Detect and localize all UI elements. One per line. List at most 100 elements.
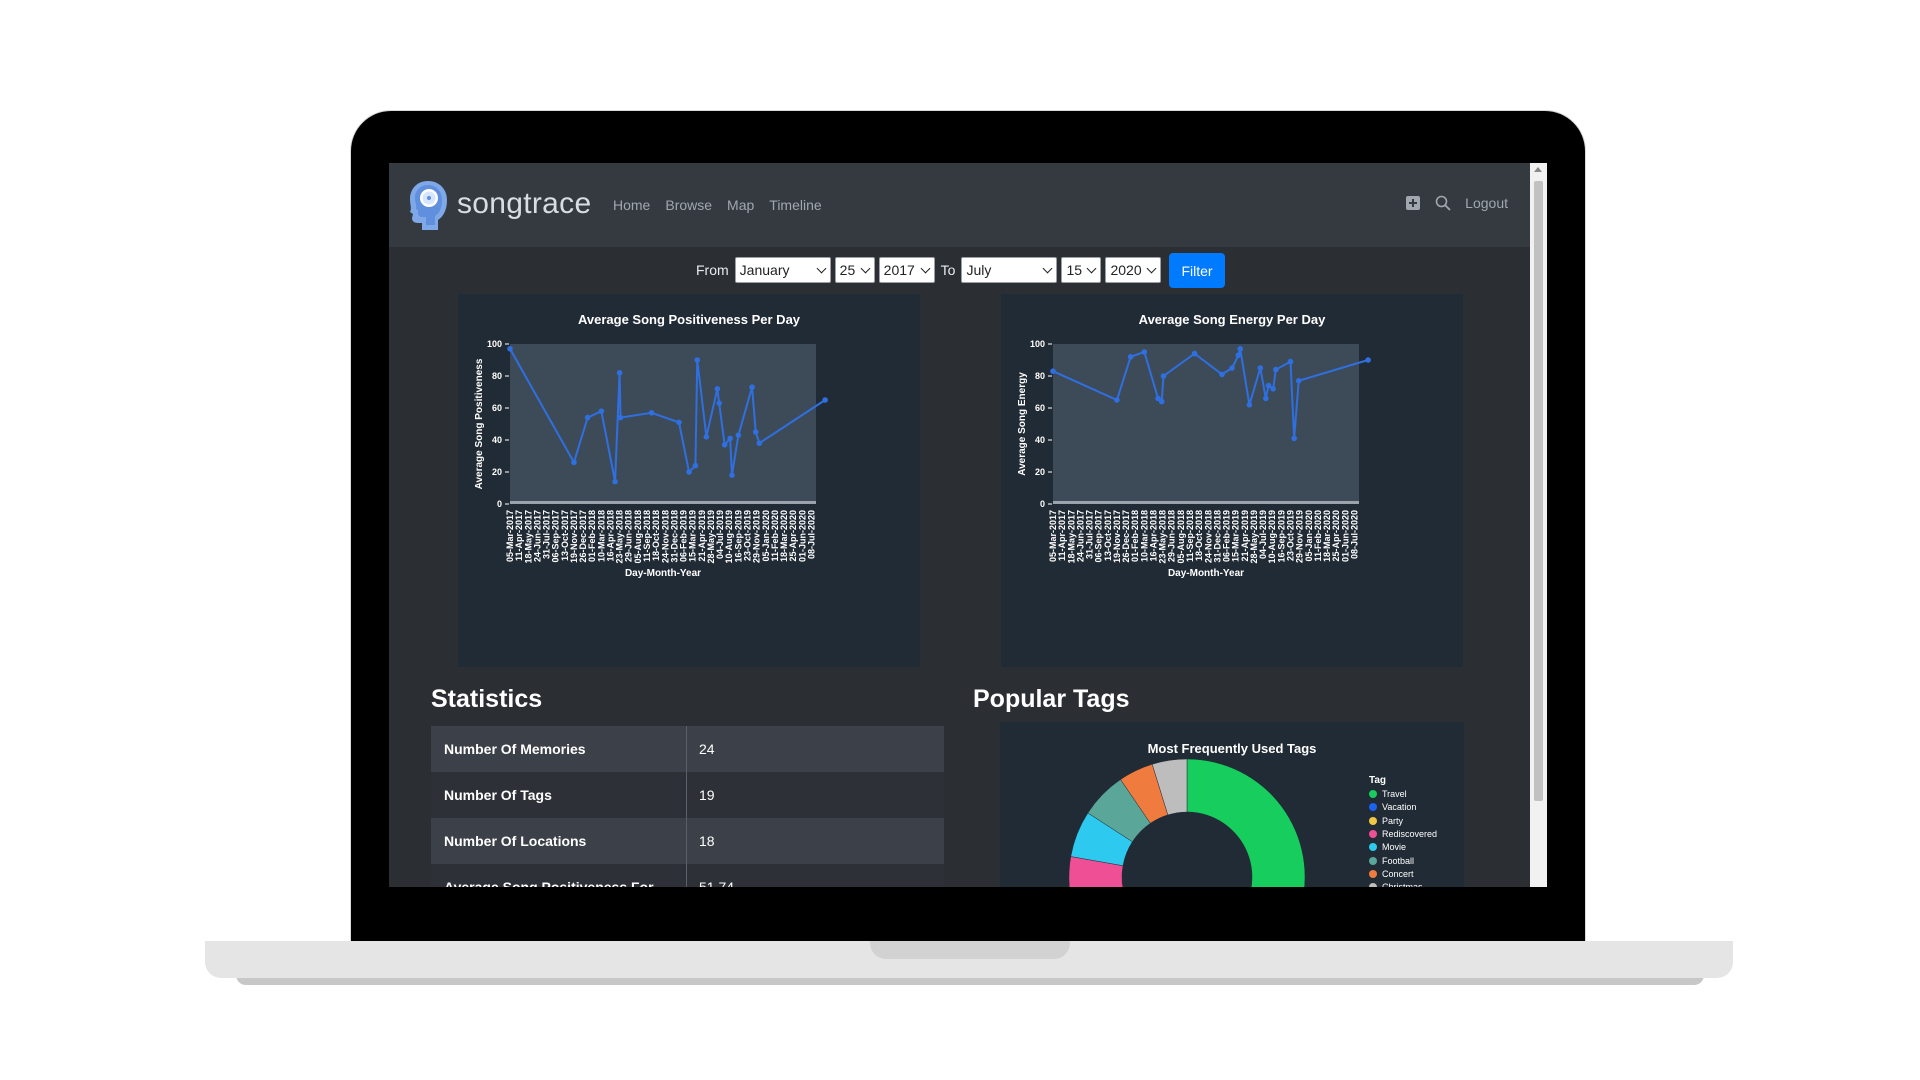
logout-link[interactable]: Logout — [1465, 195, 1508, 211]
legend-swatch — [1369, 883, 1377, 887]
x-tick-label: 11-Sep-2018 — [642, 510, 652, 562]
x-tick-label: 08-Jul-2020 — [1349, 510, 1359, 559]
scrollbar-thumb[interactable] — [1534, 181, 1543, 801]
data-point — [729, 472, 735, 478]
stat-label: Number Of Tags — [431, 772, 687, 818]
x-tick-label: 01-Jun-2020 — [797, 510, 807, 562]
laptop-base-shadow — [236, 975, 1704, 985]
legend-label: Party — [1382, 815, 1404, 826]
from-month-select[interactable]: January — [734, 257, 831, 283]
data-point — [1365, 357, 1371, 363]
data-point — [822, 397, 828, 403]
x-tick-label: 18-Oct-2018 — [651, 510, 661, 561]
legend-item: Football — [1369, 856, 1414, 866]
legend-label: Football — [1382, 855, 1415, 866]
y-axis-label: Average Song Positiveness — [474, 358, 485, 489]
y-tick-label: 20 — [492, 467, 502, 477]
plus-square-icon[interactable] — [1405, 195, 1421, 211]
x-tick-label: 29-Jun-2018 — [1167, 510, 1177, 562]
stat-value: 51.74 — [699, 879, 735, 887]
x-tick-label: 18-Oct-2018 — [1194, 510, 1204, 561]
data-point — [1235, 352, 1242, 358]
x-tick-label: 18-Mar-2020 — [779, 510, 789, 562]
x-tick-label: 16-Sep-2019 — [1276, 510, 1286, 563]
to-year-select[interactable]: 2020 — [1105, 257, 1162, 283]
screen: songtrace Home Browse Map Timeline Logou… — [389, 163, 1547, 887]
to-month-select[interactable]: July — [961, 257, 1058, 283]
x-tick-label: 24-Jun-2017 — [532, 510, 542, 562]
navbar: songtrace Home Browse Map Timeline Logou… — [389, 163, 1530, 247]
search-icon[interactable] — [1435, 195, 1451, 211]
y-tick-label: 0 — [1040, 499, 1045, 509]
x-tick-label: 21-Apr-2019 — [1240, 510, 1250, 562]
chart-title: Most Frequently Used Tags — [1147, 741, 1317, 756]
x-tick-label: 01-Feb-2018 — [587, 510, 597, 562]
legend-swatch — [1369, 816, 1377, 825]
x-tick-label: 05-Aug-2018 — [1176, 510, 1186, 564]
stat-value: 18 — [699, 833, 715, 849]
legend-swatch — [1369, 869, 1377, 878]
data-point — [694, 357, 701, 363]
vertical-scrollbar[interactable] — [1530, 163, 1547, 887]
x-tick-label: 25-Apr-2020 — [788, 510, 798, 562]
y-tick-label: 80 — [1035, 371, 1045, 381]
x-tick-label: 23-Oct-2019 — [1285, 510, 1295, 561]
x-tick-label: 06-Feb-2019 — [1222, 510, 1232, 562]
stat-value: 19 — [699, 787, 715, 803]
scroll-up-arrow-icon[interactable] — [1534, 167, 1542, 172]
tags-donut-chart — [1068, 758, 1306, 887]
nav-right: Logout — [1405, 195, 1508, 211]
nav-link-home[interactable]: Home — [613, 197, 651, 213]
x-tick-label: 05-Jan-2020 — [1304, 510, 1314, 562]
x-axis-label: Day-Month-Year — [625, 568, 701, 579]
from-year-select[interactable]: 2017 — [878, 257, 935, 283]
legend-swatch — [1369, 829, 1377, 838]
nav-link-timeline[interactable]: Timeline — [769, 197, 822, 213]
data-point — [749, 384, 755, 390]
stat-label: Average Song Positiveness For — [431, 864, 687, 887]
x-tick-label: 31-Dec-2018 — [669, 510, 679, 563]
date-filter-bar: From January 25 2017 To July 15 2020 Fil… — [696, 252, 1225, 288]
data-point — [735, 432, 742, 438]
x-tick-label: 04-Jul-2019 — [1258, 510, 1268, 559]
x-tick-label: 19-Nov-2017 — [569, 510, 579, 563]
y-axis-label: Average Song Energy — [1017, 372, 1028, 476]
data-point — [692, 462, 699, 469]
donut-slice — [1151, 758, 1188, 816]
x-tick-label: 23-Oct-2019 — [742, 510, 752, 561]
to-day-select[interactable]: 15 — [1061, 257, 1102, 283]
legend-swatch — [1369, 843, 1377, 852]
data-point — [571, 459, 577, 466]
donut-slice — [1186, 758, 1306, 887]
chevron-down-icon — [816, 263, 827, 274]
from-month-value: January — [739, 262, 790, 278]
chevron-down-icon — [920, 263, 931, 274]
x-tick-label: 05-Mar-2017 — [505, 510, 515, 562]
x-tick-label: 16-Sep-2019 — [733, 510, 743, 563]
nav-links: Home Browse Map Timeline — [613, 197, 822, 213]
x-tick-label: 18-May-2017 — [523, 510, 533, 564]
x-tick-label: 13-Oct-2017 — [560, 510, 570, 561]
x-tick-label: 05-Aug-2018 — [633, 510, 643, 564]
x-tick-label: 11-Feb-2020 — [1313, 510, 1323, 562]
data-point — [1219, 371, 1225, 378]
x-tick-label: 31-Jul-2017 — [1085, 510, 1095, 559]
filter-button[interactable]: Filter — [1169, 253, 1225, 288]
nav-link-browse[interactable]: Browse — [665, 197, 713, 213]
x-axis-label: Day-Month-Year — [1168, 568, 1244, 579]
from-day-select[interactable]: 25 — [834, 257, 875, 283]
nav-link-map[interactable]: Map — [727, 197, 755, 213]
data-point — [1114, 397, 1120, 403]
x-tick-label: 29-Nov-2019 — [1295, 510, 1305, 563]
brand-name[interactable]: songtrace — [457, 187, 592, 220]
data-point — [676, 419, 682, 426]
x-tick-label: 18-May-2017 — [1066, 510, 1076, 564]
x-tick-label: 11-Apr-2017 — [514, 510, 524, 561]
data-point — [616, 370, 623, 376]
legend-swatch — [1369, 790, 1377, 798]
x-tick-label: 24-Jun-2017 — [1075, 510, 1085, 562]
data-point — [1050, 368, 1056, 374]
legend-item: Christmas — [1369, 882, 1423, 887]
data-point — [686, 469, 692, 475]
data-point — [716, 400, 722, 406]
